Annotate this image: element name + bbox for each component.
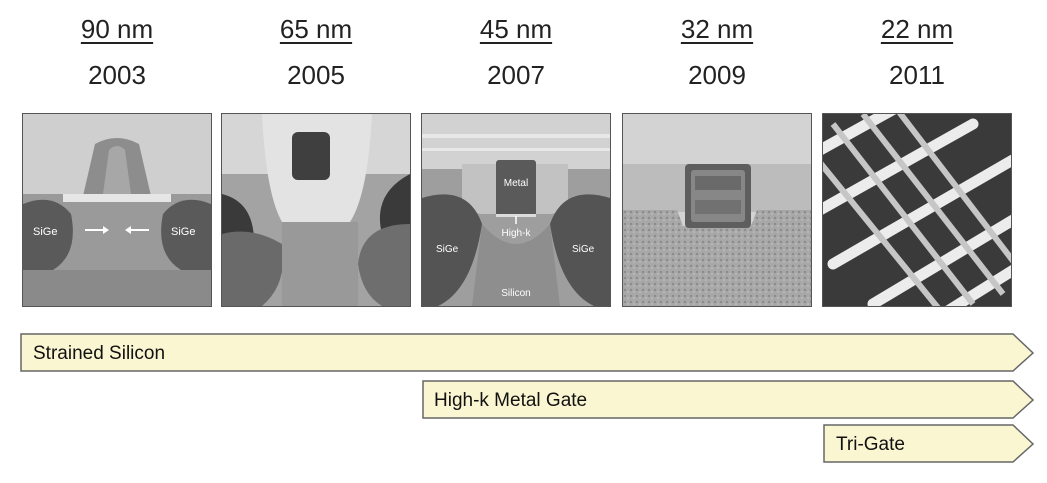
sige-right-label: SiGe: [171, 226, 195, 238]
sige-right-label: SiGe: [572, 244, 595, 255]
transistor-image-90nm: SiGe SiGe: [22, 113, 212, 307]
tri-gate-arrow: [823, 424, 1035, 463]
high-k-metal-gate-label: High-k Metal Gate: [434, 390, 588, 411]
metal-label: Metal: [504, 178, 528, 189]
node-label: 45 nm: [479, 14, 553, 44]
strained-silicon-label: Strained Silicon: [33, 343, 166, 364]
high-k-label: High-k: [502, 228, 532, 239]
sige-left-label: SiGe: [33, 226, 57, 238]
year-label: 2005: [287, 60, 345, 90]
node-label: 32 nm: [680, 14, 754, 44]
high-k-metal-gate-arrow: [422, 380, 1035, 419]
node-label: 22 nm: [880, 14, 954, 44]
transistor-image-45nm: Metal High-k SiGe SiGe Silicon: [421, 113, 611, 307]
sige-left-label: SiGe: [436, 244, 459, 255]
transistor-image-65nm: [221, 113, 411, 307]
tri-gate-label: Tri-Gate: [836, 434, 905, 455]
year-label: 2011: [889, 60, 945, 90]
node-label: 65 nm: [279, 14, 353, 44]
transistor-image-22nm: [822, 113, 1012, 307]
silicon-label: Silicon: [501, 288, 530, 299]
year-label: 2003: [88, 60, 146, 90]
strained-silicon-arrow: [20, 333, 1035, 372]
year-label: 2007: [487, 60, 545, 90]
transistor-image-32nm: [622, 113, 812, 307]
node-label: 90 nm: [80, 14, 154, 44]
year-label: 2009: [688, 60, 746, 90]
